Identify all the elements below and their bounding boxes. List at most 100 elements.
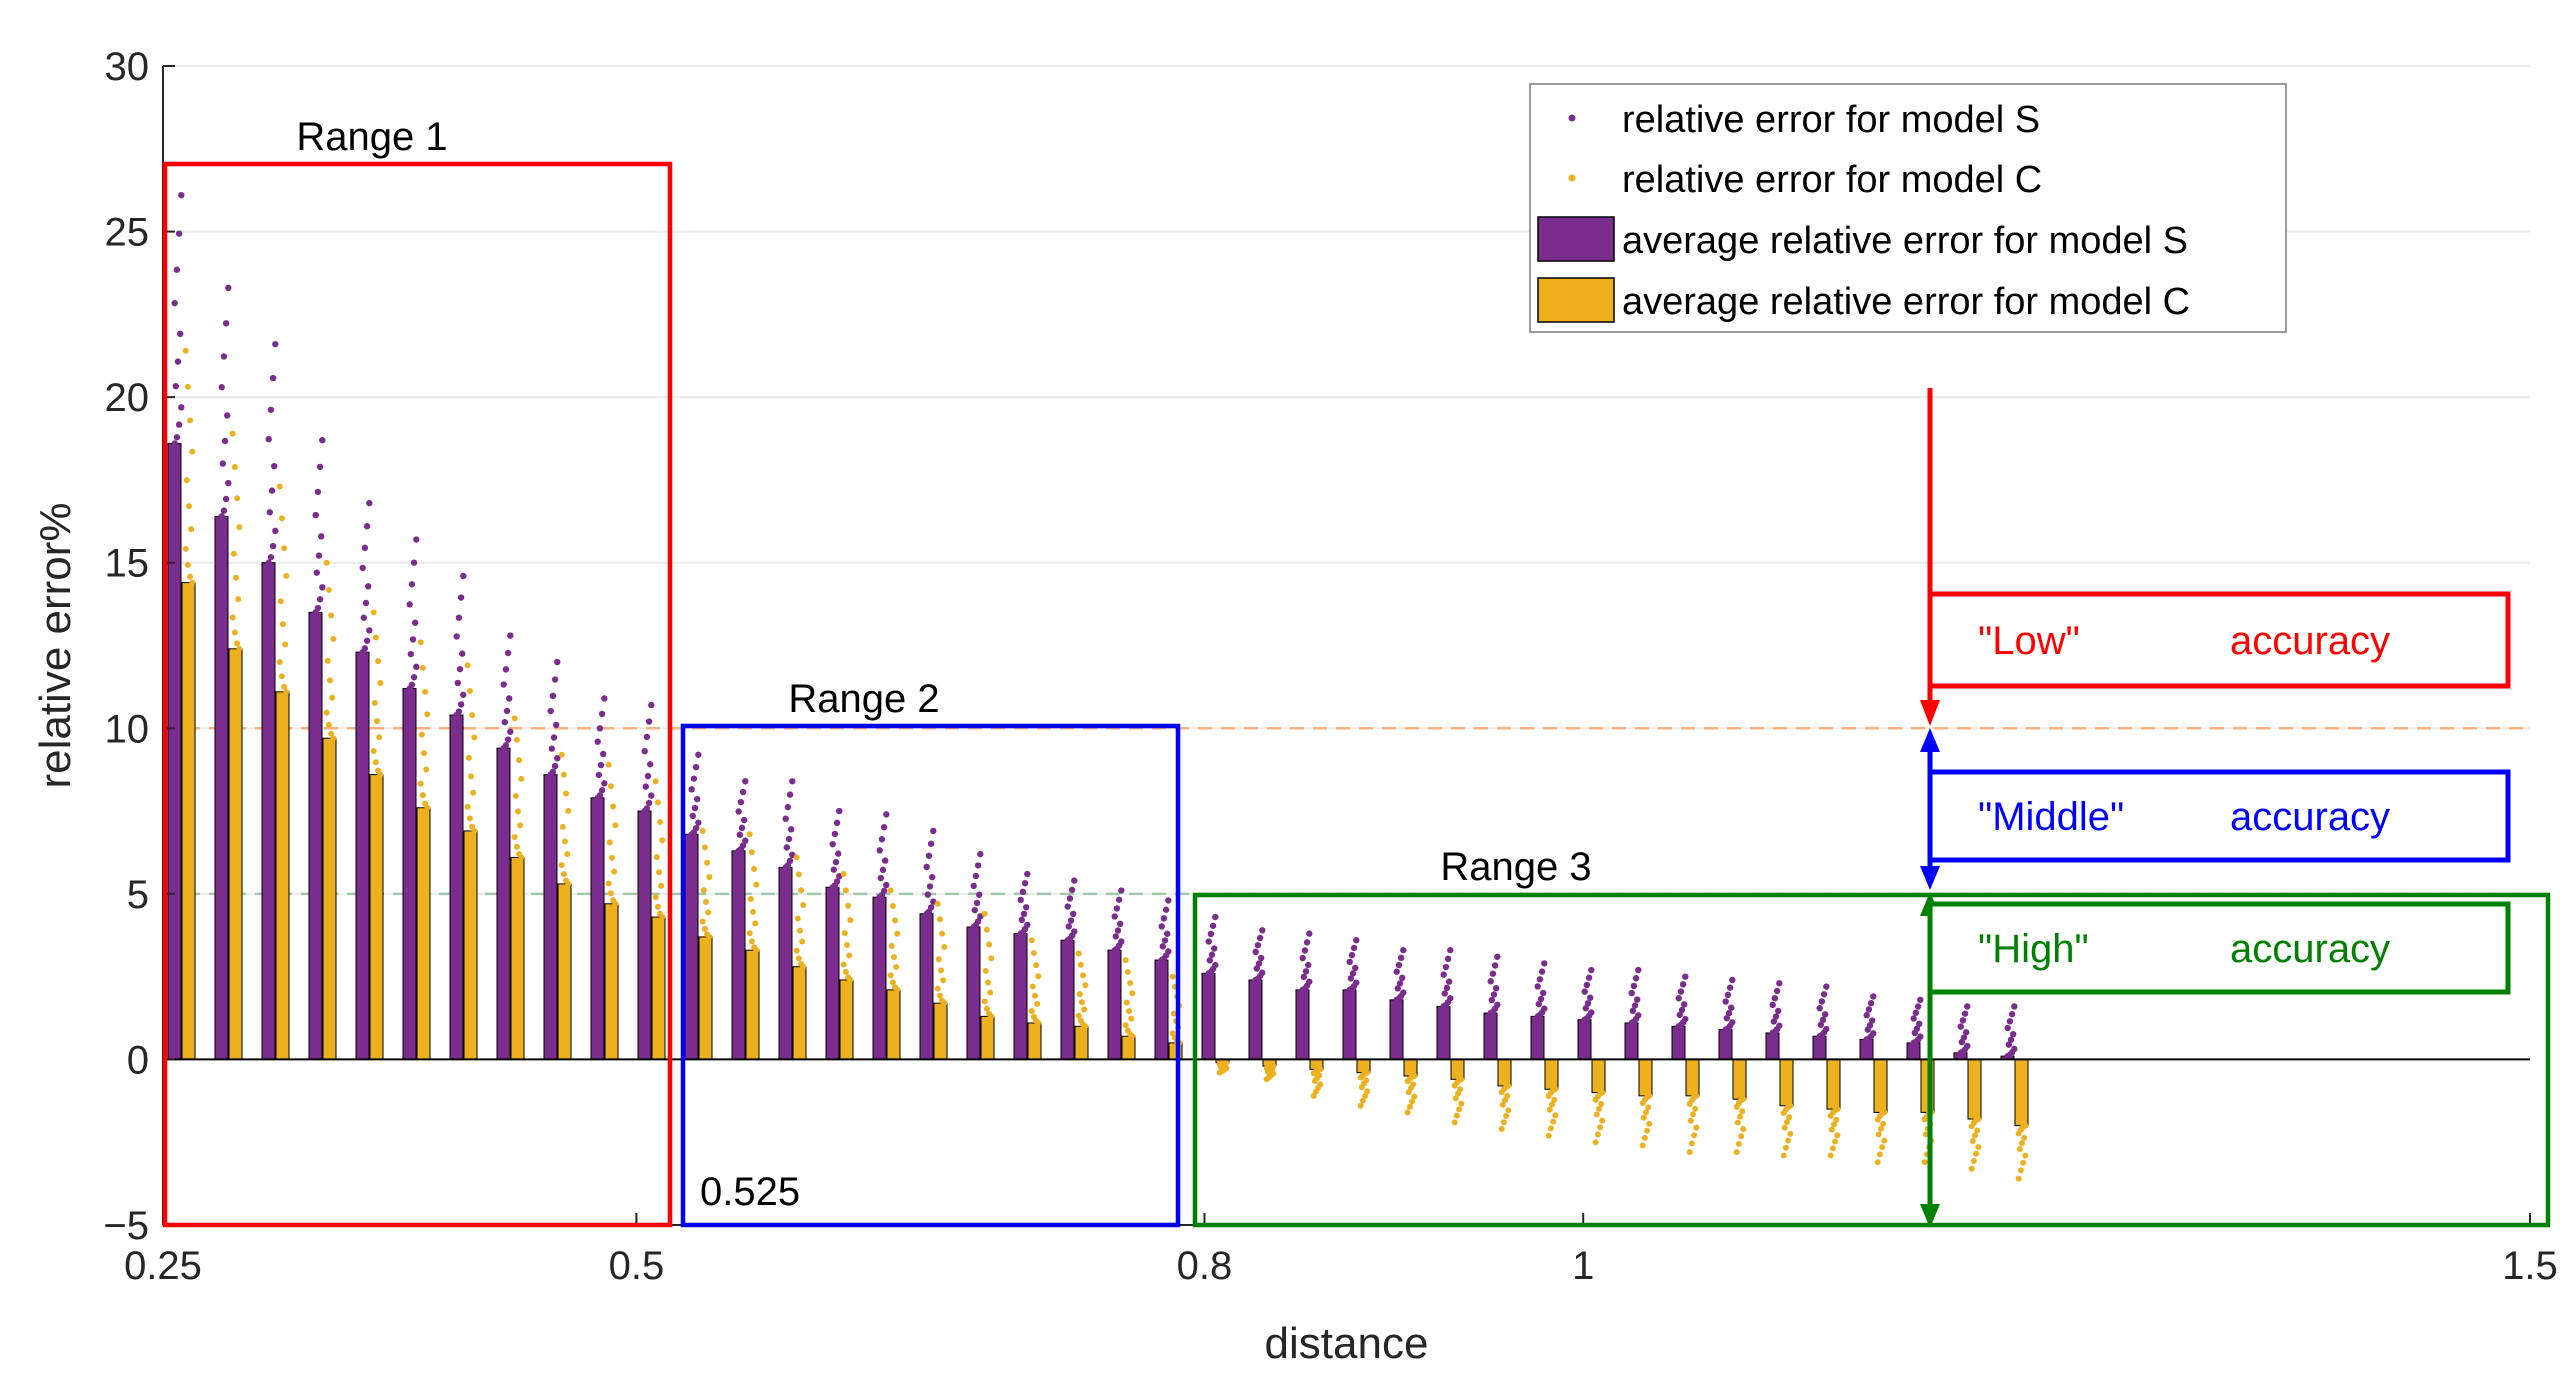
- dot-model-s: [737, 798, 745, 806]
- dot-model-c: [1075, 1012, 1082, 1019]
- dot-model-s: [1582, 1005, 1590, 1012]
- dot-model-c: [1644, 1127, 1651, 1134]
- dot-model-s: [457, 701, 465, 708]
- dot-model-s: [1588, 1009, 1595, 1016]
- dot-model-s: [1723, 1014, 1731, 1022]
- dot-model-s: [926, 883, 934, 890]
- dot-model-c: [1499, 1101, 1506, 1108]
- dot-model-c: [229, 430, 236, 437]
- dot-model-s: [927, 904, 935, 911]
- dot-model-c: [750, 908, 756, 915]
- dot-model-c: [1598, 1101, 1605, 1108]
- dot-model-c: [1968, 1165, 1975, 1172]
- dot-model-c: [1498, 1125, 1505, 1132]
- dot-model-s: [883, 811, 890, 818]
- dot-model-s: [692, 824, 700, 832]
- range-2-box: [680, 723, 1181, 1228]
- dot-model-s: [359, 564, 366, 572]
- dot-model-s: [1111, 913, 1118, 920]
- dot-model-c: [2021, 1134, 2028, 1141]
- y-axis-label: relative error%: [31, 502, 80, 788]
- bar-model-c: [1074, 1025, 1089, 1060]
- dot-model-s: [1113, 905, 1121, 912]
- dot-model-c: [560, 771, 567, 778]
- dot-model-c: [1549, 1101, 1555, 1108]
- dot-model-s: [265, 436, 272, 443]
- dot-model-s: [366, 627, 373, 634]
- bar-model-c: [1779, 1058, 1794, 1107]
- dot-model-c: [1827, 1152, 1834, 1159]
- dot-model-s: [1870, 1030, 1877, 1037]
- dot-model-c: [1550, 1118, 1557, 1125]
- dot-model-s: [1726, 984, 1734, 991]
- dot-model-c: [935, 956, 942, 963]
- range-3-label: Range 3: [1440, 845, 1591, 889]
- dot-model-s: [833, 819, 841, 827]
- bar-model-s: [214, 515, 229, 1060]
- dot-model-s: [833, 878, 841, 885]
- dot-model-s: [877, 874, 884, 882]
- dot-model-c: [1780, 1110, 1787, 1117]
- dot-model-c: [235, 596, 242, 603]
- dot-model-c: [1733, 1103, 1740, 1110]
- dot-model-s: [977, 850, 984, 858]
- dot-model-s: [221, 437, 229, 445]
- dot-model-c: [652, 894, 659, 901]
- high-accuracy-label: accuracy: [2230, 927, 2390, 971]
- dot-model-s: [549, 768, 557, 776]
- dot-model-s: [1914, 1003, 1922, 1010]
- dot-model-c: [188, 526, 195, 533]
- dot-model-s: [410, 674, 418, 681]
- dot-model-c: [844, 941, 850, 948]
- dot-model-s: [1629, 1007, 1637, 1014]
- bar-model-s: [449, 714, 464, 1060]
- dot-model-s: [1302, 968, 1310, 975]
- dot-model-s: [1631, 1002, 1639, 1009]
- dot-model-s: [1205, 938, 1212, 945]
- dot-model-c: [1834, 1132, 1841, 1139]
- dot-model-s: [1395, 961, 1403, 969]
- dot-model-c: [1691, 1132, 1698, 1139]
- dot-model-c: [563, 877, 570, 884]
- dot-model-c: [1500, 1119, 1507, 1126]
- dot-model-s: [1917, 996, 1924, 1004]
- dot-model-s: [1964, 1003, 1971, 1010]
- dot-model-c: [421, 750, 427, 757]
- bar-model-c: [2014, 1058, 2029, 1127]
- dot-model-c: [1362, 1092, 1369, 1099]
- annotation-layer: Range 1 Range 2 Range 3 0.525 "Low" accuracy "…: [162, 115, 2551, 1228]
- y-tick-label: 30: [105, 45, 150, 89]
- dot-model-s: [738, 824, 746, 832]
- dot-model-s: [1117, 920, 1124, 928]
- dot-model-s: [319, 584, 326, 591]
- dot-model-c: [1640, 1114, 1647, 1121]
- dot-model-c: [1124, 968, 1131, 975]
- dot-model-s: [596, 725, 604, 732]
- dot-model-s: [642, 783, 649, 790]
- dot-model-s: [271, 462, 278, 470]
- dot-model-s: [880, 824, 888, 831]
- dot-model-c: [1310, 1070, 1317, 1077]
- dot-model-s: [688, 786, 695, 793]
- dot-model-c: [283, 572, 290, 579]
- dot-model-s: [741, 816, 748, 824]
- dot-model-s: [1490, 991, 1498, 998]
- dot-model-s: [1396, 980, 1404, 987]
- dot-model-c: [1876, 1151, 1883, 1158]
- dot-model-s: [789, 778, 796, 785]
- dot-model-c: [751, 866, 758, 873]
- bar-model-s: [543, 774, 558, 1060]
- bar-model-s: [1624, 1022, 1639, 1060]
- dot-model-c: [1973, 1150, 1980, 1157]
- bar-model-c: [1826, 1058, 1841, 1110]
- dot-model-s: [1064, 903, 1071, 910]
- bar-model-s: [731, 850, 746, 1060]
- dot-model-s: [1675, 995, 1682, 1002]
- dot-model-s: [735, 808, 742, 815]
- dot-model-s: [1491, 962, 1499, 969]
- dot-model-s: [1912, 1009, 1920, 1016]
- bar-model-s: [1671, 1025, 1686, 1060]
- dot-model-s: [598, 787, 606, 794]
- dot-model-s: [1728, 1004, 1735, 1011]
- dot-model-c: [983, 1005, 990, 1012]
